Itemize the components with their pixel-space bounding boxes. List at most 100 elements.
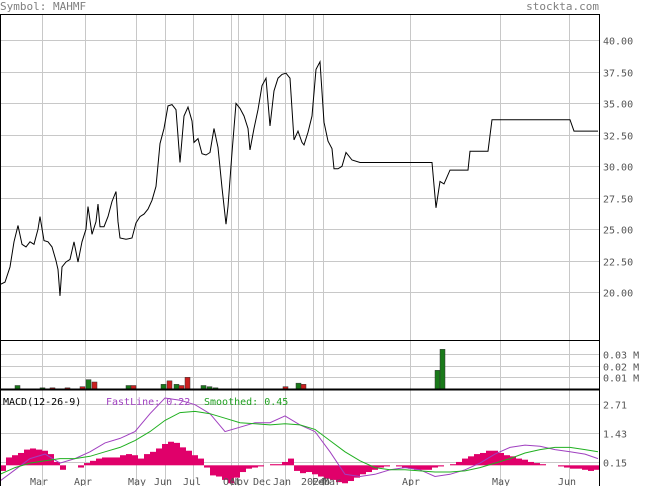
macd-histogram-bar: [36, 449, 42, 466]
price-tick-label: 32.50: [603, 132, 633, 143]
macd-histogram-bar: [222, 465, 228, 480]
macd-histogram-bar: [474, 454, 480, 466]
macd-histogram-bar: [6, 457, 12, 466]
macd-tick-label: 0.15: [603, 459, 627, 470]
macd-histogram-bar: [348, 465, 354, 482]
macd-histogram-bar: [576, 465, 582, 469]
macd-histogram-bar: [210, 465, 216, 476]
price-tick-label: 40.00: [603, 37, 633, 48]
macd-histogram-bar: [336, 465, 342, 483]
macd-histogram-bar: [138, 458, 144, 466]
site-label[interactable]: stockta.com: [526, 0, 599, 13]
macd-histogram-bar: [42, 450, 48, 466]
macd-histogram-bar: [366, 465, 372, 473]
price-tick-label: 22.50: [603, 258, 633, 269]
volume-bar: [184, 377, 191, 390]
volume-bar: [160, 384, 167, 390]
macd-histogram-bar: [564, 465, 570, 468]
macd-histogram-bar: [540, 464, 546, 466]
volume-bar: [130, 385, 137, 390]
macd-histogram-bar: [312, 465, 318, 475]
macd-histogram-bar: [558, 465, 564, 467]
macd-histogram-bar: [180, 447, 186, 466]
macd-title: MACD(12-26-9): [3, 397, 81, 408]
macd-histogram-bar: [282, 461, 288, 466]
macd-histogram-bar: [234, 465, 240, 478]
macd-histogram-bar: [90, 460, 96, 466]
macd-histogram-bar: [270, 464, 276, 466]
macd-histogram-bar: [456, 461, 462, 466]
macd-histogram-bar: [258, 465, 264, 467]
volume-tick-label: 0.01 M: [603, 374, 639, 385]
macd-histogram-bar: [306, 465, 312, 473]
month-label: May: [492, 477, 510, 486]
macd-histogram-bar: [288, 458, 294, 466]
month-label: May: [128, 477, 146, 486]
macd-axis: 2.71 1.43 0.15: [603, 401, 627, 470]
macd-histogram-bar: [0, 465, 6, 471]
month-label: Oct: [223, 477, 241, 486]
volume-axis: 0.03 M0.02 M0.01 M: [603, 351, 639, 385]
macd-histogram-bar: [318, 465, 324, 477]
macd-histogram-bar: [570, 465, 576, 469]
macd-histogram-bar: [114, 457, 120, 466]
month-label: Jul: [183, 477, 201, 486]
macd-histogram-bar: [450, 464, 456, 466]
macd-histogram-bar: [498, 452, 504, 466]
macd-histogram-bar: [432, 465, 438, 468]
price-tick-label: 35.00: [603, 100, 633, 111]
volume-bar: [439, 349, 446, 390]
macd-histogram-bar: [252, 465, 258, 468]
price-axis: 40.00 37.50 35.00 32.50 30.00 27.50 25.00 22.50…: [603, 37, 633, 300]
month-label: Apr: [74, 477, 92, 486]
volume-tick-label: 0.02 M: [603, 363, 639, 374]
volume-bar: [200, 385, 207, 390]
price-tick-label: 20.00: [603, 289, 633, 300]
macd-histogram-bar: [156, 448, 162, 466]
macd-smoothed-line: [0, 410, 599, 475]
macd-histogram-bar: [510, 456, 516, 466]
macd-histogram-bar: [186, 450, 192, 466]
month-label: Apr: [402, 477, 420, 486]
macd-histogram-bar: [300, 465, 306, 474]
macd-histogram-bar: [102, 457, 108, 466]
macd-histogram-bar: [204, 465, 210, 468]
macd-histogram-bar: [324, 465, 330, 479]
month-label: Jan: [273, 477, 291, 486]
macd-histogram-bar: [414, 465, 420, 470]
macd-histogram-bar: [516, 458, 522, 466]
macd-histogram-bar: [246, 465, 252, 469]
macd-histogram-bar: [330, 465, 336, 480]
macd-histogram-bar: [294, 465, 300, 471]
volume-bar: [173, 384, 180, 390]
macd-histogram-bar: [84, 463, 90, 466]
macd-histogram-bar: [12, 455, 18, 466]
macd-histogram-bar: [108, 457, 114, 466]
macd-histogram-bar: [582, 465, 588, 470]
macd-histogram-bar: [162, 443, 168, 466]
macd-histogram-bar: [408, 465, 414, 469]
macd-histogram-bar: [594, 465, 600, 470]
volume-bar: [85, 379, 92, 390]
volume-tick-label: 0.03 M: [603, 351, 639, 362]
macd-histogram-bar: [396, 465, 402, 467]
macd-histogram-bar: [168, 441, 174, 466]
price-line: [0, 60, 598, 296]
macd-histogram-bar: [198, 458, 204, 466]
volume-bar: [295, 382, 302, 390]
month-label: Feb: [312, 477, 330, 486]
month-label: 2024: [301, 477, 325, 486]
macd-histogram-bar: [240, 465, 246, 473]
macd-histogram-bar: [354, 465, 360, 478]
month-label: Mar: [323, 477, 341, 486]
month-label: Jun: [558, 477, 576, 486]
macd-histogram-bar: [504, 455, 510, 466]
macd-histogram-bar: [420, 465, 426, 470]
macd-histogram-bar: [378, 465, 384, 468]
macd-histogram-bar: [426, 465, 432, 470]
macd-histogram-bar: [60, 465, 66, 470]
macd-histogram-bar: [528, 461, 534, 466]
price-tick-label: 37.50: [603, 69, 633, 80]
